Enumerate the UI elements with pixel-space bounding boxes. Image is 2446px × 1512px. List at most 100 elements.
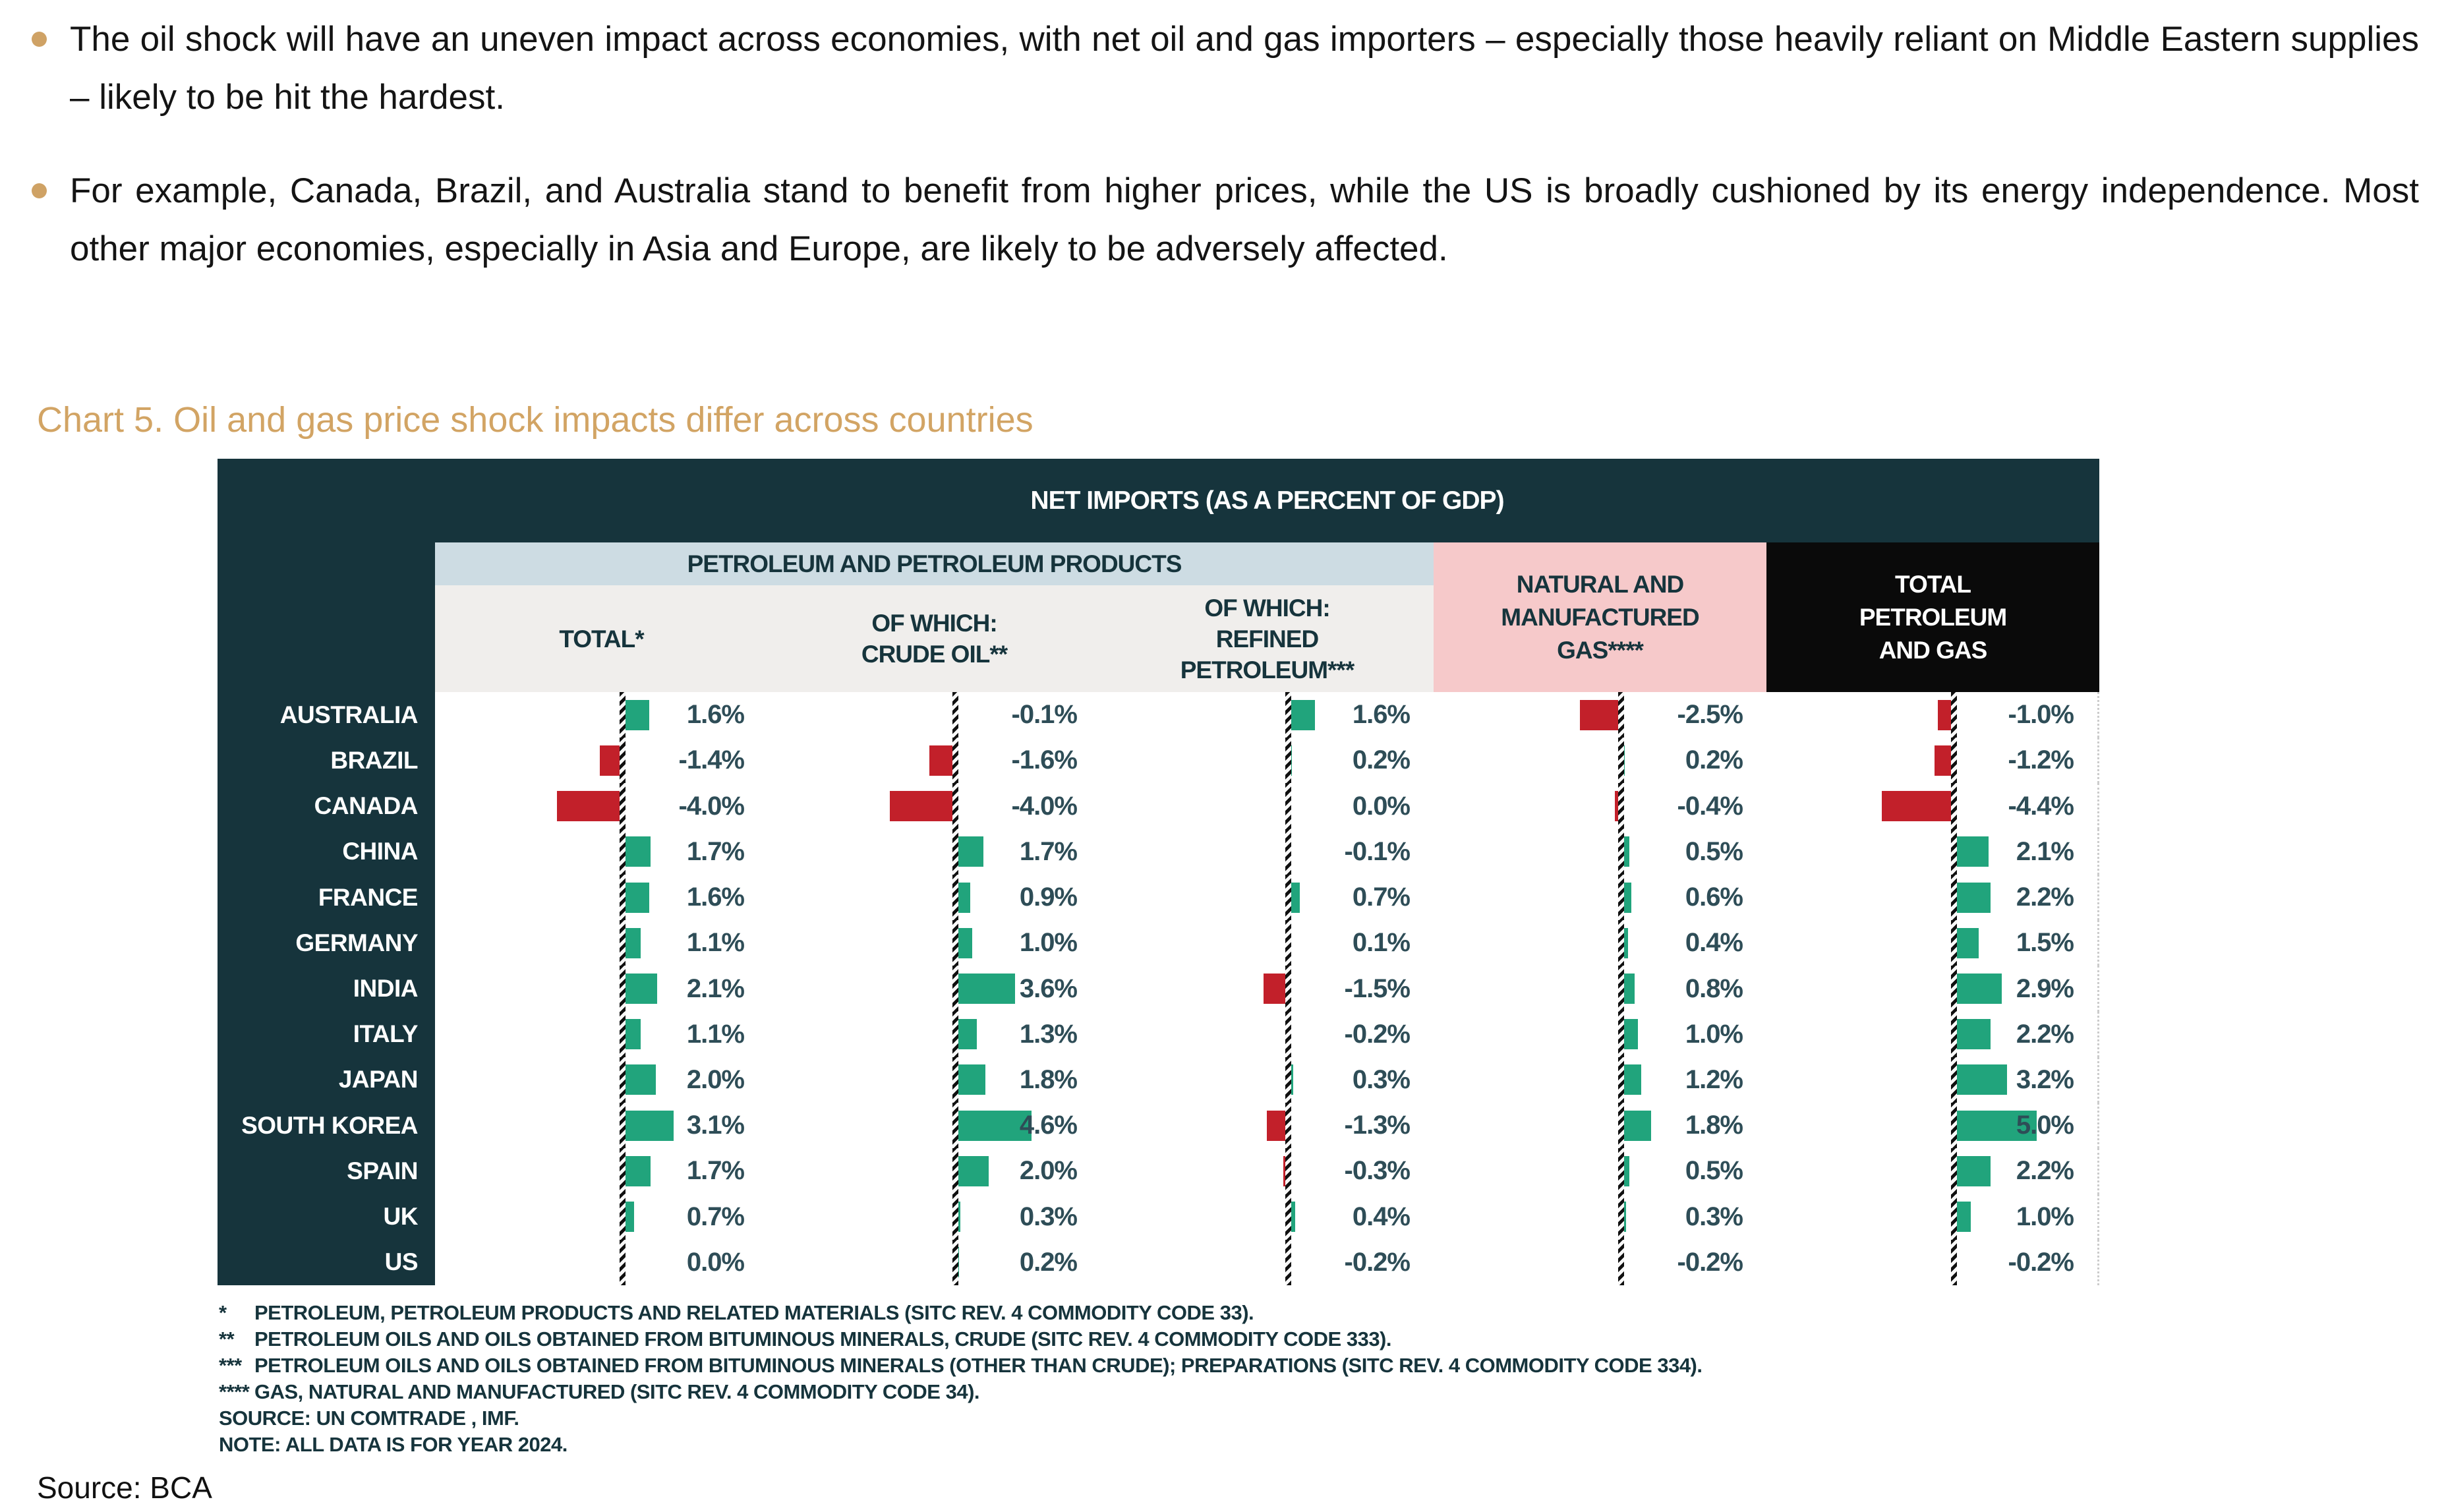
zero-axis xyxy=(1285,1057,1291,1103)
zero-axis xyxy=(952,920,958,966)
value-label: -1.2% xyxy=(2008,745,2074,775)
bar-cell: 2.1% xyxy=(435,966,768,1012)
positive-bar xyxy=(955,882,970,913)
value-label: -0.1% xyxy=(1011,700,1078,730)
bar-cell: 1.6% xyxy=(435,874,768,921)
zero-axis xyxy=(1618,738,1624,784)
value-label: 1.8% xyxy=(1685,1111,1743,1140)
negative-bar xyxy=(1580,699,1621,730)
bar-cell: -0.4% xyxy=(1434,783,1766,829)
bar-cell: -1.0% xyxy=(1766,692,2099,738)
zero-axis xyxy=(1618,829,1624,875)
value-label: 0.1% xyxy=(1352,928,1411,958)
positive-bar xyxy=(1954,882,1991,913)
footnote-marker: *** xyxy=(219,1354,242,1377)
positive-bar xyxy=(1954,836,1989,867)
zero-axis xyxy=(620,1011,626,1057)
zero-axis xyxy=(1618,966,1624,1012)
value-label: 1.6% xyxy=(686,883,745,912)
row-label: JAPAN xyxy=(338,1066,419,1093)
group-header-petroleum: PETROLEUM AND PETROLEUM PRODUCTS xyxy=(435,542,1434,585)
table-row: JAPAN 2.0% 1.8% 0.3% 1.2% 3.2% xyxy=(218,1057,2099,1103)
bar-cell: -1.4% xyxy=(435,738,768,784)
bar-cell: 1.7% xyxy=(768,829,1101,875)
table-row: INDIA 2.1% 3.6% -1.5% 0.8% 2.9% xyxy=(218,966,2099,1012)
bar-cell: -1.5% xyxy=(1101,966,1434,1012)
value-label: 1.0% xyxy=(1685,1019,1743,1049)
zero-axis xyxy=(1285,1148,1291,1194)
negative-bar xyxy=(599,745,623,776)
bar-cell: 1.6% xyxy=(435,692,768,738)
positive-bar xyxy=(1954,1019,1991,1050)
bar-cell: 1.3% xyxy=(768,1011,1101,1057)
positive-bar xyxy=(622,1110,674,1141)
table-row: AUSTRALIA 1.6% -0.1% 1.6% -2.5% -1.0% xyxy=(218,692,2099,738)
value-label: 0.7% xyxy=(686,1202,745,1231)
zero-axis xyxy=(1618,1148,1624,1194)
zero-axis xyxy=(1618,1011,1624,1057)
row-label: CHINA xyxy=(342,838,418,865)
zero-axis xyxy=(1285,692,1291,738)
value-label: -4.4% xyxy=(2008,791,2074,821)
negative-bar xyxy=(1881,791,1954,822)
footnote-marker: **** xyxy=(219,1380,250,1403)
zero-axis xyxy=(1285,738,1291,784)
bar-cell: 0.2% xyxy=(1101,738,1434,784)
negative-bar xyxy=(1614,791,1621,822)
zero-axis xyxy=(620,738,626,784)
bar-cell: -0.1% xyxy=(1101,829,1434,875)
value-label: 1.0% xyxy=(1019,928,1078,958)
value-label: 1.7% xyxy=(686,1156,745,1186)
value-label: 0.3% xyxy=(1352,1064,1411,1094)
zero-axis xyxy=(1618,692,1624,738)
bar-cell: 2.2% xyxy=(1766,1148,2099,1194)
zero-axis xyxy=(620,874,626,921)
value-label: 1.2% xyxy=(1685,1064,1743,1094)
value-label: -2.5% xyxy=(1677,700,1743,730)
positive-bar xyxy=(955,1019,977,1050)
bar-cell: 3.2% xyxy=(1766,1057,2099,1103)
value-label: 1.0% xyxy=(2016,1202,2074,1231)
zero-axis xyxy=(952,829,958,875)
value-label: 0.5% xyxy=(1685,1156,1743,1186)
zero-axis xyxy=(952,783,958,829)
zero-axis xyxy=(952,1011,958,1057)
table-row: SPAIN 1.7% 2.0% -0.3% 0.5% 2.2% xyxy=(218,1148,2099,1194)
value-label: 0.2% xyxy=(1352,745,1411,775)
subheader-band xyxy=(435,585,1434,692)
zero-axis xyxy=(620,1239,626,1286)
bar-cell: 0.9% xyxy=(768,874,1101,921)
zero-axis xyxy=(1951,1194,1957,1240)
footnote-line: NOTE: ALL DATA IS FOR YEAR 2024. xyxy=(219,1433,568,1456)
value-label: 2.1% xyxy=(686,974,745,1003)
table-row: ITALY 1.1% 1.3% -0.2% 1.0% 2.2% xyxy=(218,1011,2099,1057)
value-label: -1.6% xyxy=(1011,745,1078,775)
positive-bar xyxy=(622,882,649,913)
footnote-marker: ** xyxy=(219,1327,235,1351)
bullet-dot-icon xyxy=(32,32,47,47)
bar-cell: -0.2% xyxy=(1434,1239,1766,1286)
value-label: 0.0% xyxy=(686,1247,745,1277)
zero-axis xyxy=(620,783,626,829)
value-label: 0.3% xyxy=(1685,1202,1743,1231)
value-label: 0.7% xyxy=(1352,883,1411,912)
value-label: 2.1% xyxy=(2016,836,2074,866)
bar-cell: -0.3% xyxy=(1101,1148,1434,1194)
zero-axis xyxy=(1951,738,1957,784)
positive-bar xyxy=(1621,1110,1651,1141)
zero-axis xyxy=(1951,783,1957,829)
footnote-line: *** PETROLEUM OILS AND OILS OBTAINED FROM… xyxy=(219,1352,2262,1379)
value-label: -0.2% xyxy=(1677,1247,1743,1277)
value-label: 1.7% xyxy=(1019,836,1078,866)
zero-axis xyxy=(1618,1239,1624,1286)
value-label: 1.7% xyxy=(686,836,745,866)
zero-axis xyxy=(952,1239,958,1286)
row-label: AUSTRALIA xyxy=(279,701,419,728)
bar-cell: 0.3% xyxy=(768,1194,1101,1240)
zero-axis xyxy=(1951,920,1957,966)
value-label: 0.4% xyxy=(1685,928,1743,958)
bar-cell: 1.0% xyxy=(768,920,1101,966)
bullet-text: For example, Canada, Brazil, and Austral… xyxy=(70,171,2419,268)
bar-cell: 1.1% xyxy=(435,1011,768,1057)
negative-bar xyxy=(889,791,956,822)
